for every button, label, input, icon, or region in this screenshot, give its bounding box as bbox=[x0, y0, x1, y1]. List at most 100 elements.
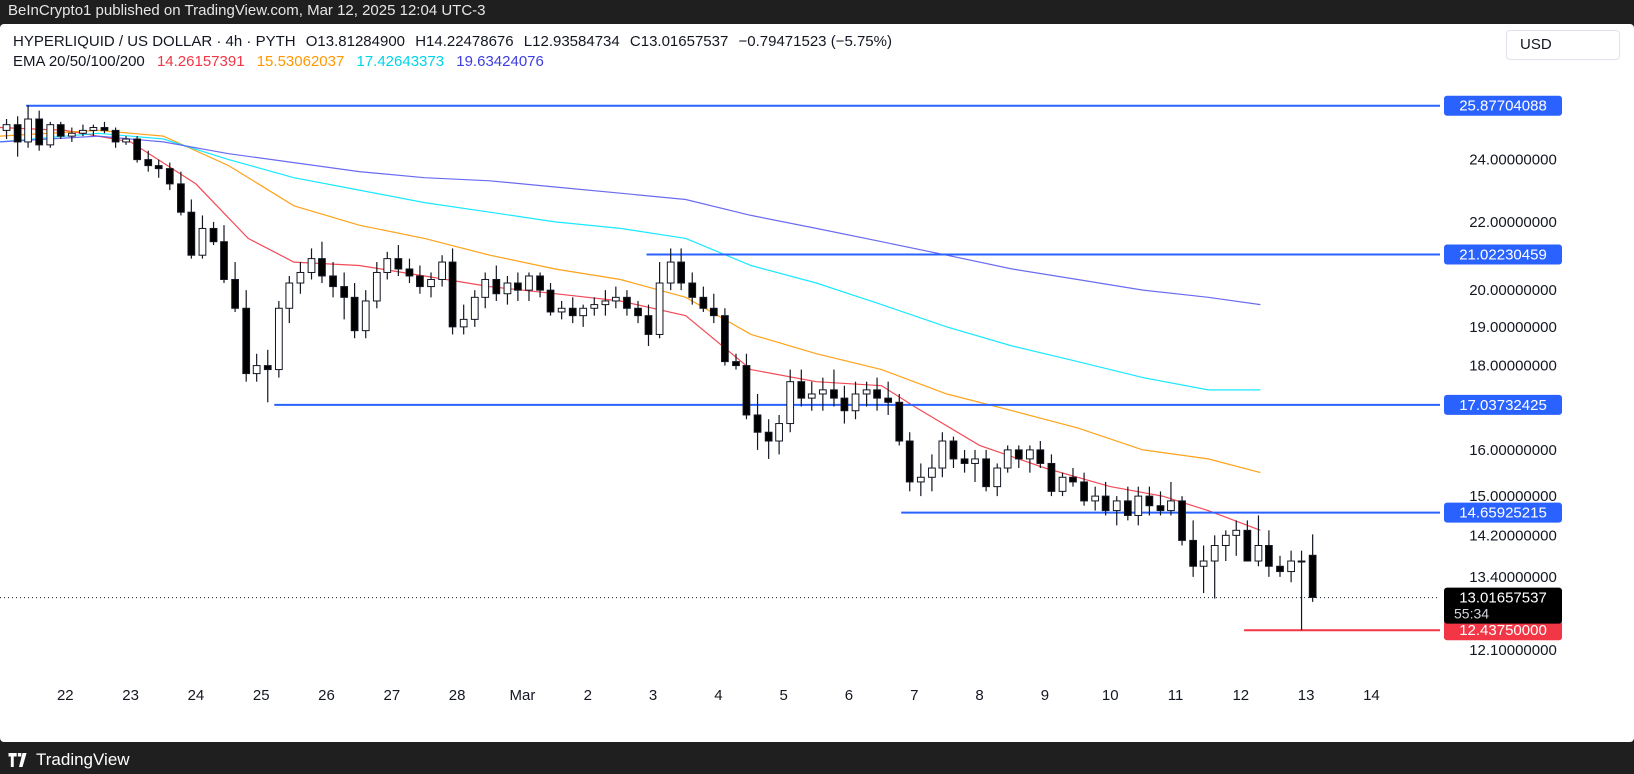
candle[interactable] bbox=[427, 272, 435, 298]
candle[interactable] bbox=[1036, 441, 1045, 469]
candle[interactable] bbox=[307, 248, 316, 280]
candle[interactable] bbox=[111, 127, 120, 148]
candle[interactable] bbox=[873, 377, 881, 411]
candle[interactable] bbox=[916, 463, 925, 497]
candle[interactable] bbox=[1156, 491, 1165, 516]
candle[interactable] bbox=[514, 272, 522, 301]
candle[interactable] bbox=[786, 369, 795, 433]
candle[interactable] bbox=[438, 255, 446, 287]
candle[interactable] bbox=[993, 463, 1002, 497]
candle[interactable] bbox=[928, 454, 936, 492]
candle[interactable] bbox=[753, 393, 762, 450]
candle[interactable] bbox=[285, 275, 294, 324]
candle[interactable] bbox=[1199, 545, 1208, 594]
candle[interactable] bbox=[655, 262, 664, 339]
candle[interactable] bbox=[1112, 496, 1121, 526]
candle[interactable] bbox=[154, 159, 163, 178]
candle[interactable] bbox=[209, 221, 218, 246]
candle[interactable] bbox=[807, 381, 816, 411]
candle[interactable] bbox=[1058, 472, 1067, 497]
candle[interactable] bbox=[775, 414, 783, 455]
candle[interactable] bbox=[67, 127, 76, 142]
candle[interactable] bbox=[89, 124, 98, 137]
candle[interactable] bbox=[470, 290, 479, 327]
candle[interactable] bbox=[220, 225, 228, 284]
candle[interactable] bbox=[252, 353, 261, 382]
candle[interactable] bbox=[263, 349, 272, 403]
candle[interactable] bbox=[231, 262, 239, 312]
candle[interactable] bbox=[329, 262, 337, 298]
candle[interactable] bbox=[677, 248, 686, 291]
candle[interactable] bbox=[165, 162, 174, 191]
candle[interactable] bbox=[851, 381, 860, 420]
candle[interactable] bbox=[1167, 481, 1175, 516]
candle[interactable] bbox=[1091, 486, 1100, 511]
candle[interactable] bbox=[24, 105, 32, 148]
candle[interactable] bbox=[416, 265, 424, 294]
candle[interactable] bbox=[1254, 515, 1263, 567]
candle[interactable] bbox=[644, 304, 653, 346]
candle[interactable] bbox=[198, 215, 207, 259]
symbol-title[interactable]: HYPERLIQUID / US DOLLAR · 4h · PYTH bbox=[13, 33, 296, 50]
candle[interactable] bbox=[1003, 445, 1012, 473]
candle[interactable] bbox=[481, 272, 490, 309]
currency-button[interactable]: USD bbox=[1506, 30, 1620, 60]
candle[interactable] bbox=[503, 275, 512, 305]
candle[interactable] bbox=[709, 293, 718, 324]
candle[interactable] bbox=[372, 262, 381, 309]
candle[interactable] bbox=[1069, 468, 1077, 487]
candle[interactable] bbox=[557, 300, 566, 320]
candle[interactable] bbox=[13, 116, 22, 157]
candle[interactable] bbox=[1026, 445, 1034, 473]
candle[interactable] bbox=[133, 136, 142, 163]
candle[interactable] bbox=[699, 286, 708, 312]
candle[interactable] bbox=[1276, 555, 1284, 577]
candle[interactable] bbox=[46, 121, 55, 148]
candle[interactable] bbox=[536, 272, 544, 298]
candle[interactable] bbox=[383, 251, 392, 280]
candle[interactable] bbox=[100, 121, 109, 134]
candle[interactable] bbox=[1189, 520, 1198, 577]
candle[interactable] bbox=[79, 124, 87, 137]
candle[interactable] bbox=[764, 419, 773, 459]
candle[interactable] bbox=[1101, 481, 1110, 516]
candle[interactable] bbox=[242, 290, 251, 382]
candle[interactable] bbox=[742, 353, 751, 420]
candle[interactable] bbox=[611, 286, 620, 309]
candle[interactable] bbox=[394, 245, 403, 276]
candle[interactable] bbox=[895, 393, 904, 446]
candle[interactable] bbox=[938, 432, 947, 478]
candle[interactable] bbox=[1123, 486, 1132, 521]
candle[interactable] bbox=[1243, 520, 1252, 562]
candle[interactable] bbox=[568, 297, 577, 324]
candle[interactable] bbox=[666, 248, 675, 291]
candle[interactable] bbox=[1287, 550, 1295, 583]
candle[interactable] bbox=[1047, 454, 1056, 497]
candle[interactable] bbox=[1221, 530, 1230, 562]
candle[interactable] bbox=[1308, 534, 1317, 602]
candle[interactable] bbox=[274, 300, 283, 378]
candle[interactable] bbox=[1134, 486, 1143, 526]
candle[interactable] bbox=[721, 308, 729, 366]
candle[interactable] bbox=[601, 290, 610, 316]
candle[interactable] bbox=[1014, 445, 1023, 469]
candle[interactable] bbox=[1297, 550, 1306, 631]
candle[interactable] bbox=[1265, 530, 1273, 577]
candle[interactable] bbox=[350, 283, 359, 339]
candle[interactable] bbox=[1232, 520, 1241, 556]
candle[interactable] bbox=[971, 449, 979, 482]
candle[interactable] bbox=[634, 300, 642, 324]
candle[interactable] bbox=[2, 119, 11, 140]
candle[interactable] bbox=[818, 377, 827, 411]
candle[interactable] bbox=[905, 432, 914, 492]
candle[interactable] bbox=[525, 272, 533, 301]
candle[interactable] bbox=[1210, 535, 1219, 599]
candle[interactable] bbox=[590, 297, 599, 316]
candle[interactable] bbox=[492, 265, 501, 301]
candle[interactable] bbox=[862, 381, 871, 407]
candle[interactable] bbox=[448, 248, 457, 335]
tradingview-brand[interactable]: TradingView bbox=[8, 750, 130, 770]
candle[interactable] bbox=[732, 353, 740, 370]
candle[interactable] bbox=[688, 272, 697, 305]
candle[interactable] bbox=[1178, 496, 1186, 546]
